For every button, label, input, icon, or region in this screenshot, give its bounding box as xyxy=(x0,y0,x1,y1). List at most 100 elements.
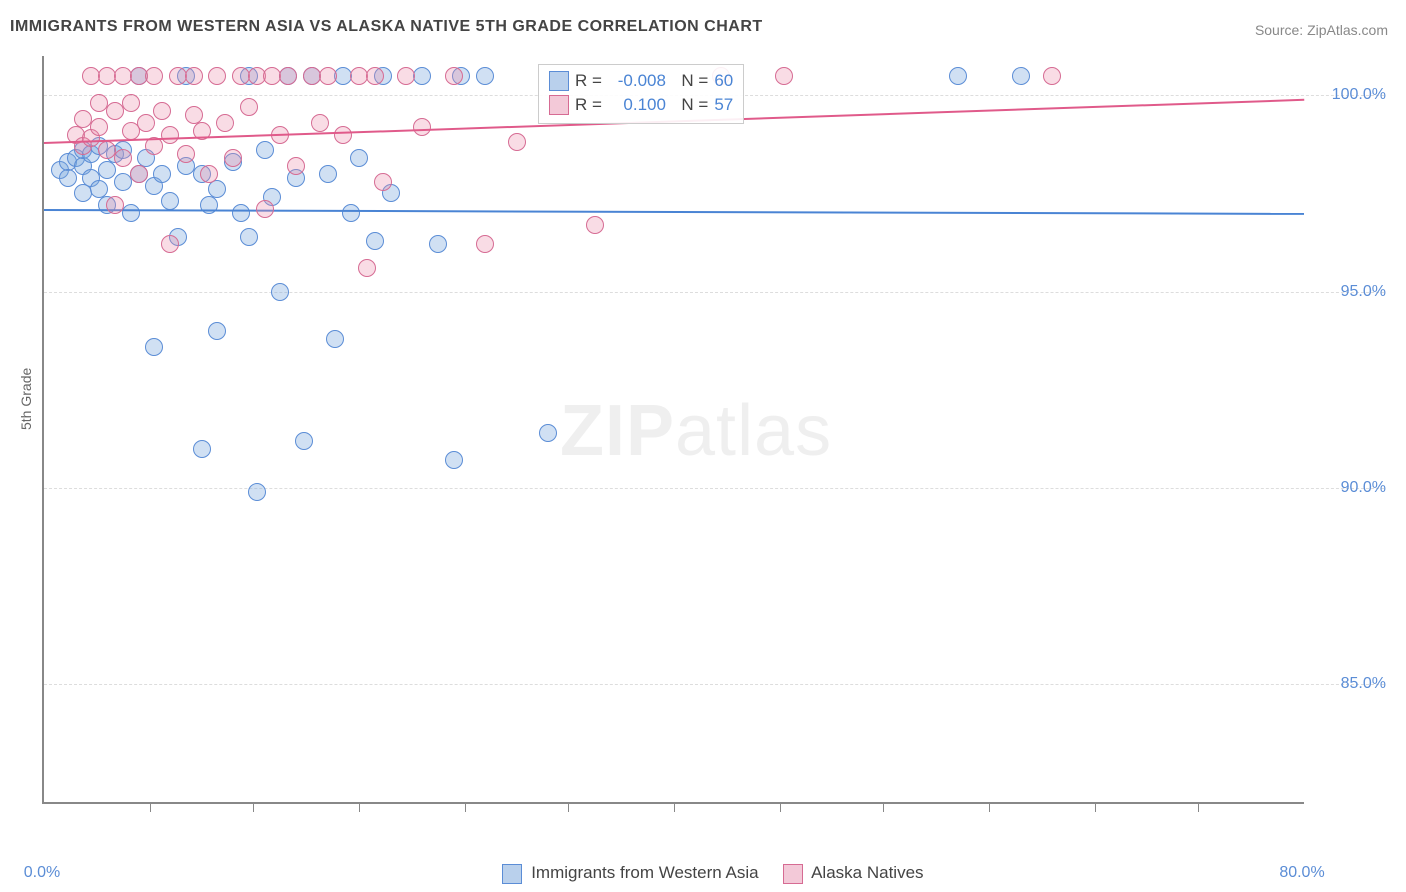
data-point xyxy=(342,204,360,222)
data-point xyxy=(319,67,337,85)
x-minor-tick xyxy=(465,802,466,812)
legend-label-series-0: Immigrants from Western Asia xyxy=(531,863,758,882)
data-point xyxy=(161,235,179,253)
data-point xyxy=(208,322,226,340)
data-point xyxy=(445,451,463,469)
y-tick-label: 100.0% xyxy=(1332,86,1386,104)
data-point xyxy=(334,126,352,144)
data-point xyxy=(311,114,329,132)
data-point xyxy=(256,141,274,159)
x-minor-tick xyxy=(989,802,990,812)
data-point xyxy=(539,424,557,442)
data-point xyxy=(161,192,179,210)
data-point xyxy=(279,67,297,85)
source-attribution: Source: ZipAtlas.com xyxy=(1255,22,1388,38)
data-point xyxy=(350,149,368,167)
data-point xyxy=(326,330,344,348)
data-point xyxy=(366,67,384,85)
data-point xyxy=(177,145,195,163)
data-point xyxy=(445,67,463,85)
data-point xyxy=(271,283,289,301)
data-point xyxy=(287,157,305,175)
data-point xyxy=(122,204,140,222)
gridline xyxy=(44,488,1384,489)
data-point xyxy=(508,133,526,151)
x-tick-label: 80.0% xyxy=(1279,864,1324,882)
legend-n-value: 60 xyxy=(714,69,733,93)
data-point xyxy=(122,94,140,112)
data-point xyxy=(130,165,148,183)
x-tick-label: 0.0% xyxy=(24,864,60,882)
gridline xyxy=(44,292,1384,293)
x-minor-tick xyxy=(883,802,884,812)
data-point xyxy=(1012,67,1030,85)
data-point xyxy=(1043,67,1061,85)
data-point xyxy=(319,165,337,183)
data-point xyxy=(216,114,234,132)
data-point xyxy=(208,67,226,85)
data-point xyxy=(153,165,171,183)
data-point xyxy=(476,235,494,253)
legend-n-label: N = xyxy=(672,69,708,93)
watermark: ZIPatlas xyxy=(560,390,832,472)
data-point xyxy=(476,67,494,85)
data-point xyxy=(256,200,274,218)
data-point xyxy=(145,338,163,356)
data-point xyxy=(185,67,203,85)
data-point xyxy=(366,232,384,250)
legend-swatch xyxy=(549,95,569,115)
legend-r-label: R = xyxy=(575,93,602,117)
legend-row: R =-0.008 N =60 xyxy=(549,69,733,93)
watermark-bold: ZIP xyxy=(560,391,675,471)
data-point xyxy=(240,98,258,116)
gridline xyxy=(44,684,1384,685)
y-tick-label: 90.0% xyxy=(1341,479,1386,497)
data-point xyxy=(949,67,967,85)
correlation-legend: R =-0.008 N =60R =0.100 N =57 xyxy=(538,64,744,124)
data-point xyxy=(775,67,793,85)
data-point xyxy=(145,67,163,85)
data-point xyxy=(248,483,266,501)
data-point xyxy=(208,180,226,198)
data-point xyxy=(161,126,179,144)
legend-r-label: R = xyxy=(575,69,602,93)
y-axis-label: 5th Grade xyxy=(18,368,34,430)
legend-r-value: -0.008 xyxy=(608,69,666,93)
watermark-rest: atlas xyxy=(675,391,832,471)
data-point xyxy=(224,149,242,167)
data-point xyxy=(397,67,415,85)
data-point xyxy=(193,440,211,458)
x-minor-tick xyxy=(253,802,254,812)
x-minor-tick xyxy=(780,802,781,812)
data-point xyxy=(90,118,108,136)
data-point xyxy=(200,165,218,183)
x-minor-tick xyxy=(1095,802,1096,812)
chart-title: IMMIGRANTS FROM WESTERN ASIA VS ALASKA N… xyxy=(10,18,763,36)
legend-n-value: 57 xyxy=(714,93,733,117)
data-point xyxy=(295,432,313,450)
data-point xyxy=(586,216,604,234)
data-point xyxy=(98,161,116,179)
legend-swatch-series-1 xyxy=(783,864,803,884)
legend-swatch xyxy=(549,71,569,91)
data-point xyxy=(429,235,447,253)
x-minor-tick xyxy=(359,802,360,812)
data-point xyxy=(232,204,250,222)
y-tick-label: 85.0% xyxy=(1341,675,1386,693)
data-point xyxy=(413,118,431,136)
data-point xyxy=(413,67,431,85)
data-point xyxy=(240,228,258,246)
data-point xyxy=(137,114,155,132)
x-minor-tick xyxy=(674,802,675,812)
data-point xyxy=(374,173,392,191)
data-point xyxy=(59,169,77,187)
x-minor-tick xyxy=(1198,802,1199,812)
x-minor-tick xyxy=(568,802,569,812)
data-point xyxy=(106,196,124,214)
data-point xyxy=(153,102,171,120)
data-point xyxy=(358,259,376,277)
bottom-legend: Immigrants from Western Asia Alaska Nati… xyxy=(0,863,1406,884)
legend-label-series-1: Alaska Natives xyxy=(811,863,923,882)
legend-swatch-series-0 xyxy=(502,864,522,884)
legend-n-label: N = xyxy=(672,93,708,117)
